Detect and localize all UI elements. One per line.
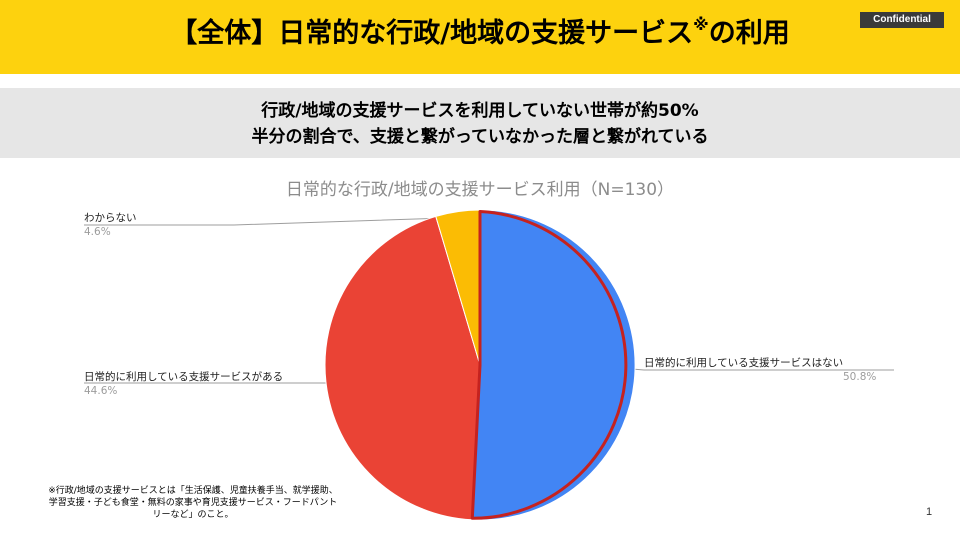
chart-title: 日常的な行政/地域の支援サービス利用（N=130） (285, 180, 675, 200)
footnote: ※行政/地域の支援サービスとは「生活保護、児童扶養手当、就学援助、学習支援・子ど… (48, 486, 338, 520)
page-number: 1 (926, 506, 933, 518)
slice-label-no-service: 日常的に利用している支援サービスはない (644, 357, 844, 369)
slide-title-text: 【全体】日常的な行政/地域の支援サービス (170, 18, 694, 49)
highlight-outline (470, 210, 628, 520)
leader-line-unknown (84, 217, 459, 226)
pie-slices (324, 209, 636, 521)
slice-label-using-service: 日常的に利用している支援サービスがある (84, 371, 284, 383)
slice-value-no-service: 50.8% (843, 371, 877, 383)
header-band (0, 0, 960, 74)
pie-slice-using-service (324, 215, 481, 521)
summary-band (0, 88, 960, 158)
slide-title-tail: の利用 (708, 18, 790, 49)
confidential-badge: Confidential (860, 12, 944, 28)
slide-title: 【全体】日常的な行政/地域の支援サービス※の利用 (0, 14, 960, 54)
summary-line-1: 行政/地域の支援サービスを利用していない世帯が約50% (261, 101, 699, 121)
slice-label-unknown: わからない (84, 212, 137, 224)
title-footnote-mark: ※ (693, 15, 709, 34)
slice-value-unknown: 4.6% (84, 226, 111, 238)
pie-slice-unknown (435, 209, 481, 366)
summary-line-2: 半分の割合で、支援と繋がっていなかった層と繋がれている (251, 127, 709, 147)
pie-slice-no-service (471, 209, 636, 521)
slice-value-using-service: 44.6% (84, 385, 118, 397)
